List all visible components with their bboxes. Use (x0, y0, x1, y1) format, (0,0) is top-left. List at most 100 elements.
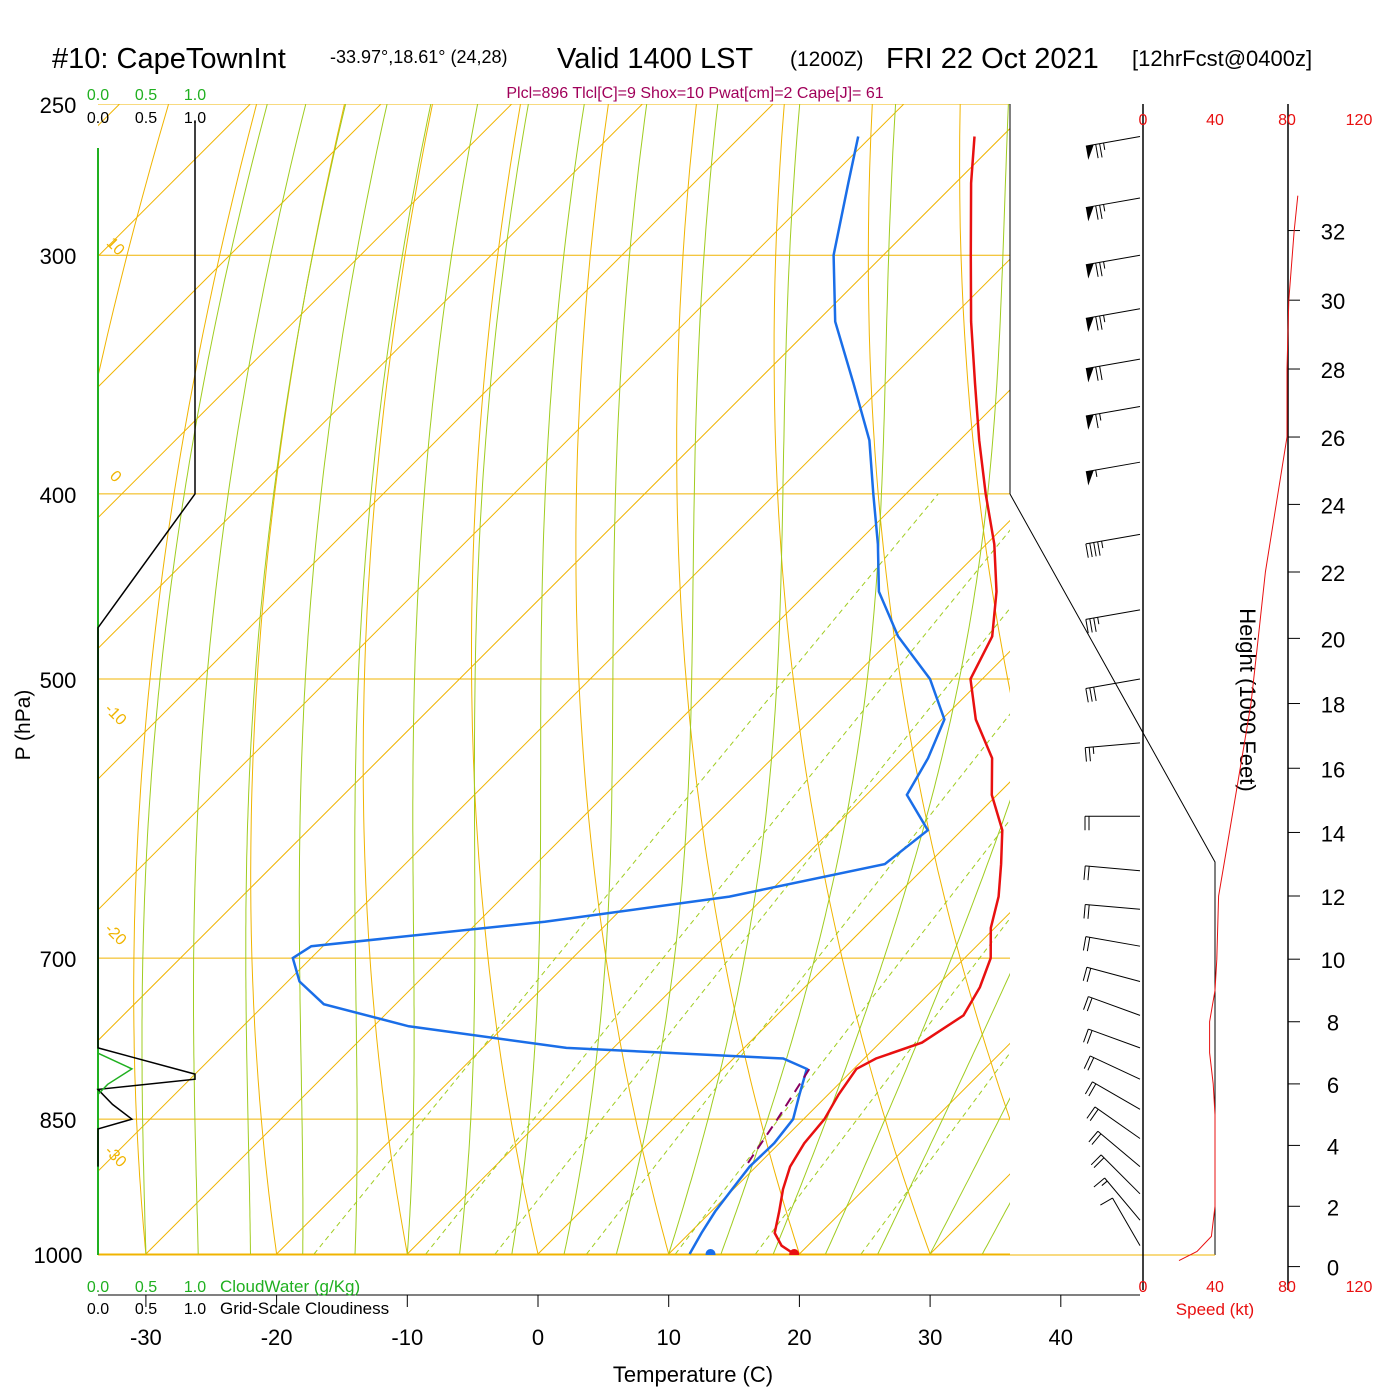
wind-barb-flag (1095, 366, 1099, 381)
dry-adiabat-label: 20 (1106, 635, 1144, 673)
wind-barb (1084, 742, 1141, 762)
wind-barb (1085, 461, 1141, 486)
dry-adiabat-line (1312, 104, 1400, 1254)
wind-barb-flag (1083, 996, 1089, 1010)
wind-barb (1085, 308, 1141, 333)
cloud-water-scale-bottom: 1.0 (184, 1279, 206, 1296)
dry-adiabat-line (676, 104, 800, 1255)
wind-barb-flag (1082, 936, 1087, 951)
wind-barb (1093, 1177, 1141, 1221)
wind-barb-flag (1091, 1133, 1102, 1145)
wind-barb-flag (1086, 937, 1091, 952)
wind-barb-half-flag (1101, 541, 1104, 549)
wind-barb-pennant (1085, 263, 1094, 279)
dry-adiabat-line (133, 104, 258, 1255)
stability-indices: Plcl=896 Tlcl[C]=9 Shox=10 Pwat[cm]=2 Ca… (506, 85, 883, 102)
wind-barb-shaft (1085, 678, 1141, 690)
height-tick-label: 4 (1327, 1134, 1339, 1159)
height-tick-label: 0 (1327, 1256, 1339, 1281)
moist-adiabat-line (563, 104, 648, 1255)
wind-barb-flag (1089, 687, 1093, 702)
moist-adiabat-line (877, 972, 1010, 1255)
wind-barb-half-flag (1103, 204, 1106, 212)
wind-barb-half-flag (1101, 1180, 1108, 1186)
wind-barb-flag (1088, 747, 1091, 762)
moist-adiabat-line (406, 104, 479, 1255)
isotherm-line (276, 519, 1010, 1255)
pressure-tick-label: 250 (40, 93, 77, 118)
wind-barb-shaft (1100, 1154, 1141, 1195)
moist-adiabat-line (141, 104, 268, 1255)
cloud-water-scale-top: 1.0 (184, 87, 206, 104)
wind-barb-flag (1099, 262, 1103, 277)
mixing-ratio-label: 2 (425, 1266, 446, 1284)
temperature-tick-label: -20 (261, 1325, 293, 1350)
wind-barb-flag (1090, 1154, 1102, 1166)
wind-barb-flag (1095, 262, 1099, 277)
wind-barb-shaft (1088, 996, 1141, 1016)
height-tick-label: 32 (1321, 220, 1345, 245)
wind-barb (1083, 1028, 1141, 1049)
isotherm-line (98, 104, 513, 519)
station-coords: -33.97°,18.61° (24,28) (330, 47, 508, 67)
isotherm-line (98, 104, 774, 780)
wind-barb (1085, 136, 1141, 160)
wind-barb-flag (1100, 1197, 1113, 1206)
wind-barb-shaft (1104, 1177, 1141, 1221)
wind-barb (1085, 358, 1141, 383)
wind-barb-flag (1095, 205, 1099, 220)
wind-barb-flag (1095, 414, 1099, 429)
wind-barb-shaft (1088, 1028, 1141, 1049)
wind-barb-flag (1087, 904, 1090, 919)
height-tick-label: 26 (1321, 426, 1345, 451)
wind-barb-shaft (1085, 904, 1141, 910)
isotherm-label: 0 (106, 468, 124, 486)
isotherm-line (145, 389, 1010, 1255)
mixing-ratio-label: 5 (585, 1266, 606, 1284)
wind-barb-flag (1097, 541, 1101, 556)
sounding-profiles (291, 136, 1004, 1255)
height-tick-label: 6 (1327, 1073, 1339, 1098)
mixing-ratio-line (313, 493, 939, 1255)
wind-barb-shaft (1094, 1106, 1141, 1139)
wind-barb-shaft (1086, 966, 1141, 982)
wind-barb-pennant (1085, 316, 1094, 333)
wind-barb-flag (1086, 1030, 1093, 1044)
moist-adiabat-line (615, 104, 719, 1255)
wind-barb-half-flag (1103, 261, 1106, 269)
wind-barb-flag (1082, 967, 1088, 981)
pressure-tick-label: 400 (40, 483, 77, 508)
height-tick-label: 8 (1327, 1011, 1339, 1036)
cloudiness-scale-bottom: 0.0 (87, 1301, 109, 1318)
speed-scale-bottom: 120 (1346, 1279, 1373, 1296)
wind-barb-flag (1099, 143, 1103, 158)
wind-barb (1085, 197, 1141, 222)
height-tick-label: 28 (1321, 358, 1345, 383)
utc-time: (1200Z) (790, 48, 864, 71)
dry-adiabat-line (362, 104, 433, 1255)
wind-barb (1084, 815, 1140, 831)
wind-barb-flag (1093, 687, 1097, 702)
mixing-ratio-line (675, 819, 1010, 1255)
forecast-label: [12hrFcst@0400z] (1132, 46, 1312, 71)
wind-barb-flag (1083, 1055, 1091, 1069)
moist-adiabat-line (825, 799, 1010, 1255)
wind-barb-half-flag (1095, 469, 1098, 477)
pressure-tick-label: 1000 (34, 1243, 83, 1268)
barb-panel-border (1009, 493, 1216, 1255)
side-panels: 0.0 0.5 1.0 0.0 0.5 1.0 0.0 0.5 1.0 CloudWater (g… (87, 87, 389, 1318)
cloudiness-scale-bottom: 0.5 (135, 1301, 157, 1318)
wind-barb-flag (1085, 688, 1089, 703)
x-axis-label: Temperature (C) (613, 1362, 773, 1387)
wind-barb-shaft (1112, 1197, 1141, 1246)
wind-barb (1083, 865, 1141, 881)
dry-adiabat-line (1048, 104, 1322, 1254)
wind-barb (1083, 1055, 1141, 1080)
moist-adiabat-line (668, 104, 801, 1255)
height-tick-label: 12 (1321, 885, 1345, 910)
wind-barb-half-flag (1092, 746, 1095, 754)
cloud-water-scale-top: 0.5 (135, 87, 157, 104)
wind-barb-flag (1086, 997, 1093, 1012)
dry-adiabat-label: 0 (1006, 325, 1034, 354)
